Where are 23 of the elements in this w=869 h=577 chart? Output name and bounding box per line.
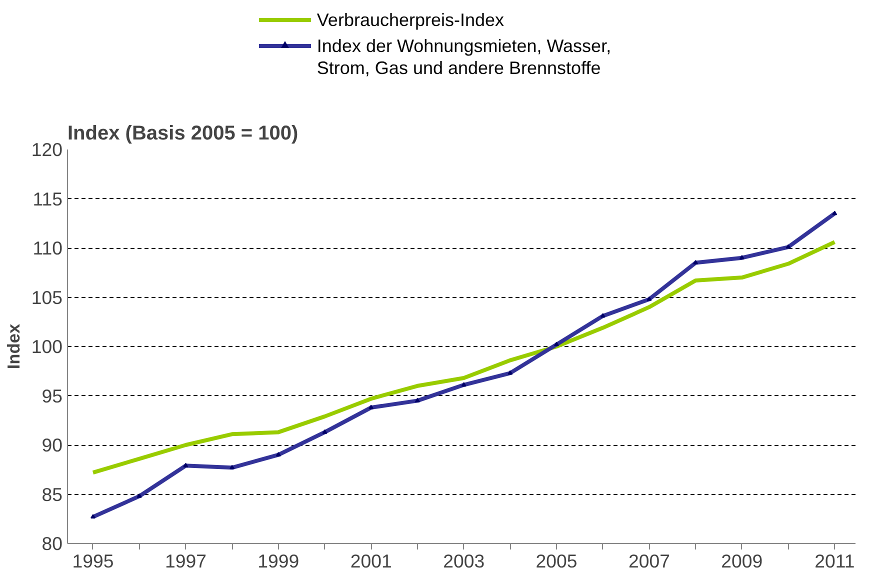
x-tick-label: 2011 <box>814 550 855 572</box>
x-tick-label: 1999 <box>258 550 300 572</box>
x-tick-label: 2003 <box>443 550 485 572</box>
x-tick-label: 1997 <box>164 550 206 572</box>
y-tick-label: 95 <box>42 385 63 406</box>
x-tick-label: 2007 <box>628 550 670 572</box>
y-tick-label: 85 <box>42 484 63 505</box>
x-tick-label: 2001 <box>350 550 392 572</box>
y-tick-label: 100 <box>31 336 63 357</box>
y-tick-label: 120 <box>31 139 63 160</box>
y-tick-label: 90 <box>42 434 63 456</box>
legend-label: Verbraucherpreis-Index <box>316 9 504 31</box>
y-tick-label: 115 <box>32 188 63 210</box>
line-series <box>90 240 837 475</box>
x-tick-label: 2009 <box>721 550 763 572</box>
y-tick-label: 110 <box>32 238 63 258</box>
y-axis-title: Index <box>3 324 24 370</box>
x-tick-label: 1995 <box>72 550 114 572</box>
chart-title: Index (Basis 2005 = 100) <box>68 122 298 144</box>
y-tick-label: 80 <box>42 533 63 554</box>
y-tick-label: 105 <box>31 286 63 308</box>
x-tick-label: 2005 <box>536 550 578 572</box>
legend-label: Index der Wohnungsmieten, Wasser, Strom, Gas und andere Brennstoffe <box>316 35 612 79</box>
